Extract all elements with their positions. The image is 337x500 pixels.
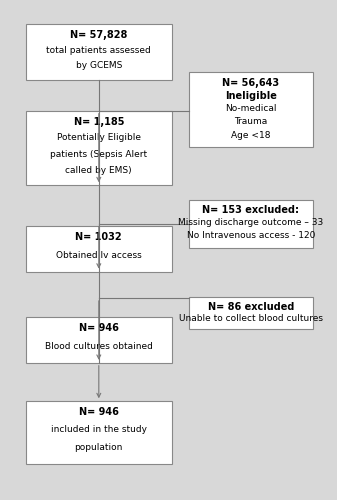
- Text: Ineligible: Ineligible: [225, 92, 277, 102]
- Text: Obtained Iv access: Obtained Iv access: [56, 250, 142, 260]
- Text: included in the study: included in the study: [51, 425, 147, 434]
- Text: N= 1,185: N= 1,185: [73, 116, 124, 126]
- Text: N= 946: N= 946: [79, 323, 119, 333]
- FancyBboxPatch shape: [26, 111, 172, 185]
- FancyBboxPatch shape: [26, 24, 172, 80]
- Text: N= 153 excluded:: N= 153 excluded:: [202, 206, 299, 216]
- FancyBboxPatch shape: [26, 226, 172, 272]
- FancyBboxPatch shape: [26, 317, 172, 363]
- Text: N= 946: N= 946: [79, 407, 119, 417]
- Text: Unable to collect blood cultures: Unable to collect blood cultures: [179, 314, 323, 323]
- Text: by GCEMS: by GCEMS: [75, 62, 122, 70]
- Text: Missing discharge outcome – 33: Missing discharge outcome – 33: [178, 218, 324, 228]
- Text: Potentially Eligible: Potentially Eligible: [57, 133, 141, 142]
- Text: Trauma: Trauma: [234, 118, 268, 126]
- Text: patients (Sepsis Alert: patients (Sepsis Alert: [50, 150, 147, 158]
- Text: N= 56,643: N= 56,643: [222, 78, 279, 88]
- FancyBboxPatch shape: [26, 401, 172, 464]
- Text: N= 86 excluded: N= 86 excluded: [208, 302, 294, 312]
- Text: total patients assessed: total patients assessed: [47, 46, 151, 55]
- Text: No-medical: No-medical: [225, 104, 277, 114]
- Text: N= 1032: N= 1032: [75, 232, 122, 242]
- Text: called by EMS): called by EMS): [65, 166, 132, 175]
- Text: N= 57,828: N= 57,828: [70, 30, 127, 40]
- FancyBboxPatch shape: [189, 296, 313, 329]
- FancyBboxPatch shape: [189, 200, 313, 248]
- Text: No Intravenous access - 120: No Intravenous access - 120: [187, 232, 315, 240]
- Text: population: population: [74, 444, 123, 452]
- Text: Age <18: Age <18: [231, 130, 271, 140]
- FancyBboxPatch shape: [189, 72, 313, 147]
- Text: Blood cultures obtained: Blood cultures obtained: [45, 342, 153, 351]
